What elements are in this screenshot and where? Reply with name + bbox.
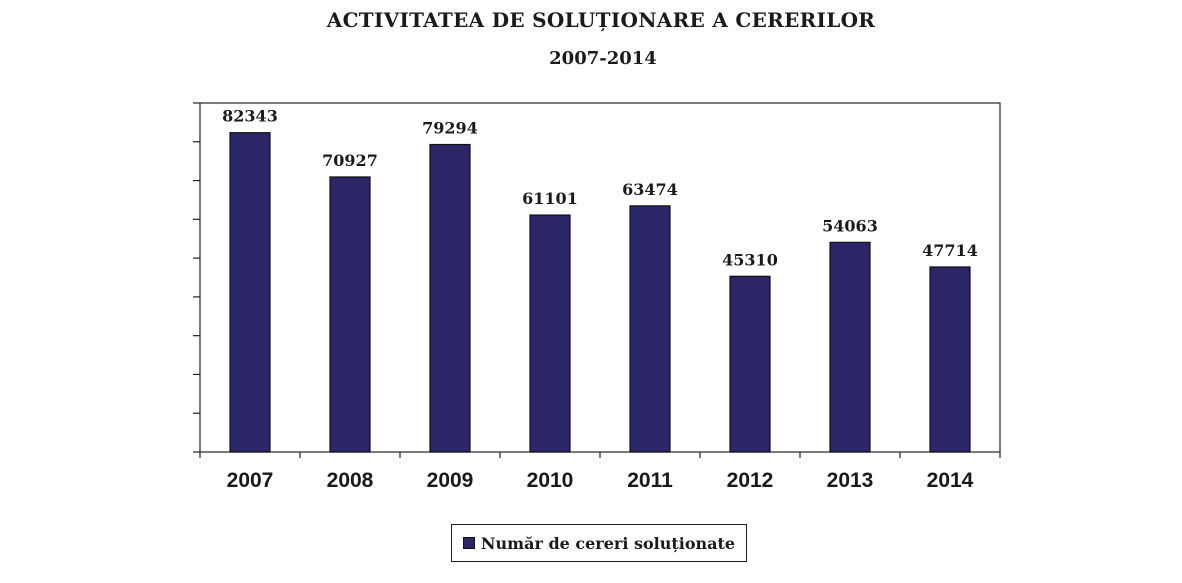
data-label-2008: 70927 xyxy=(322,151,378,170)
bar-2010 xyxy=(529,214,571,453)
data-label-2012: 45310 xyxy=(722,250,778,269)
chart-legend: Număr de cereri soluționate xyxy=(451,524,747,562)
x-tick-label-2013: 2013 xyxy=(827,469,874,492)
bar-2011 xyxy=(629,205,671,453)
x-tick-label-2014: 2014 xyxy=(927,469,974,492)
data-label-2010: 61101 xyxy=(522,189,578,208)
data-label-2007: 82343 xyxy=(222,107,278,126)
bar-2009 xyxy=(429,143,471,453)
bar-2012 xyxy=(729,275,771,453)
y-axis-ticks xyxy=(193,102,200,453)
data-label-2014: 47714 xyxy=(922,241,978,260)
legend-swatch xyxy=(462,537,475,549)
bar-2008 xyxy=(329,176,371,453)
x-tick-labels-group: 2007 2008 2009 2010 2011 2012 2013 2014 xyxy=(227,469,974,492)
data-label-2011: 63474 xyxy=(622,180,678,199)
x-tick-label-2011: 2011 xyxy=(627,469,673,492)
bar-2013 xyxy=(829,241,871,453)
x-axis-ticks xyxy=(199,452,1001,458)
data-label-2009: 79294 xyxy=(422,119,478,138)
data-labels-group: 82343 70927 79294 61101 63474 45310 54063 47714 xyxy=(222,107,978,270)
bar-2007 xyxy=(229,132,271,453)
x-tick-label-2010: 2010 xyxy=(527,469,574,492)
x-tick-label-2009: 2009 xyxy=(427,469,474,492)
legend-label: Număr de cereri soluționate xyxy=(480,533,736,553)
chart-subtitle: 2007-2014 xyxy=(549,48,657,69)
x-tick-label-2012: 2012 xyxy=(727,469,774,492)
x-tick-label-2008: 2008 xyxy=(327,469,374,492)
data-label-2013: 54063 xyxy=(822,216,878,235)
x-tick-label-2007: 2007 xyxy=(227,469,274,492)
bars-group xyxy=(229,132,971,453)
chart-title: ACTIVITATEA DE SOLUȚIONARE A CERERILOR xyxy=(326,8,876,32)
bar-2014 xyxy=(929,266,971,453)
plot-area xyxy=(199,102,1001,453)
